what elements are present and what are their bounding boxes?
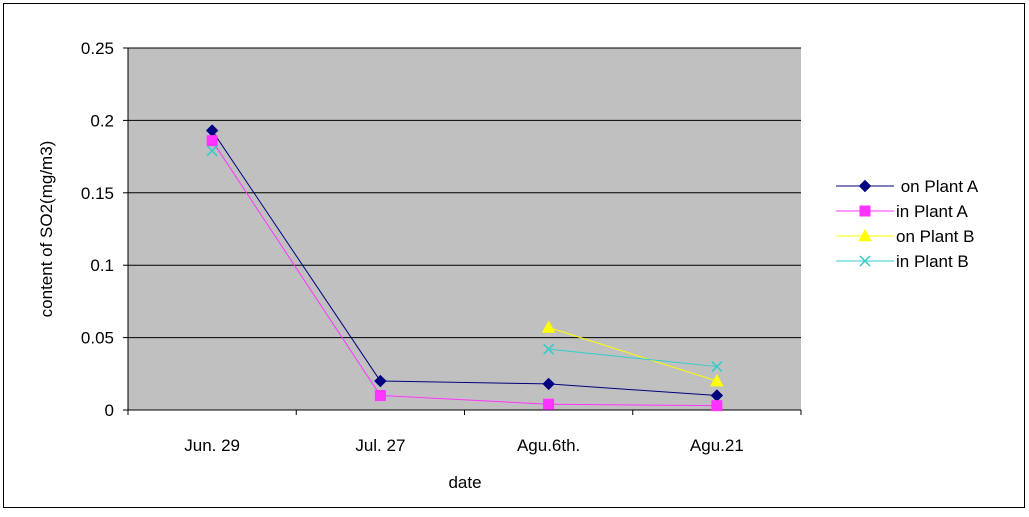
legend-marker	[858, 228, 872, 242]
series-layer	[205, 124, 724, 412]
legend-label: on Plant A	[896, 177, 979, 196]
data-point	[711, 361, 723, 373]
plot-area	[128, 48, 801, 410]
y-tick-label: 0.25	[81, 39, 114, 58]
y-tick-label: 0.2	[90, 111, 114, 130]
legend-item: on Plant B	[836, 227, 974, 246]
legend-item: in Plant A	[836, 202, 968, 221]
legend-marker	[859, 255, 871, 267]
gridlines	[128, 47, 801, 339]
series-line-segment	[548, 326, 718, 382]
y-tick-label: 0	[105, 401, 114, 420]
series-3	[541, 320, 724, 387]
series-line-segment	[548, 348, 717, 368]
series-line-segment	[380, 395, 549, 405]
series-line-segment	[548, 383, 717, 397]
y-axis-ticks: 0 0.05 0.1 0.15 0.2 0.25	[81, 39, 128, 420]
legend-item: on Plant A	[836, 177, 979, 196]
series-1	[205, 124, 724, 402]
y-tick-label: 0.05	[81, 329, 114, 348]
x-tick-label: Agu.6th.	[517, 436, 580, 455]
series-line-segment	[211, 130, 381, 382]
x-tick-label: Jun. 29	[184, 436, 240, 455]
legend-marker	[858, 179, 872, 193]
x-tick-label: Jul. 27	[355, 436, 405, 455]
x-axis-label: date	[448, 473, 481, 492]
series-line-segment	[548, 403, 717, 407]
data-point	[543, 343, 555, 355]
data-point	[374, 374, 387, 388]
data-point	[711, 400, 723, 412]
y-tick-label: 0.1	[90, 256, 114, 275]
series-4	[206, 145, 723, 373]
data-point	[374, 390, 386, 402]
data-point	[542, 377, 555, 391]
x-axis-ticks: Jun. 29 Jul. 27 Agu.6th. Agu.21	[127, 410, 802, 455]
y-tick-label: 0.15	[81, 184, 114, 203]
series-2	[206, 135, 723, 412]
series-line-segment	[211, 140, 381, 396]
legend-label: on Plant B	[896, 227, 974, 246]
legend-marker	[859, 205, 871, 217]
x-tick-label: Agu.21	[690, 436, 744, 455]
data-point	[543, 398, 555, 410]
legend: on Plant A in Plant A on Plant B in Plant B	[836, 177, 979, 271]
legend-label: in Plant B	[896, 252, 969, 271]
legend-item: in Plant B	[836, 252, 969, 271]
data-point	[206, 145, 218, 157]
series-line-segment	[380, 380, 549, 385]
data-point	[206, 135, 218, 147]
y-axis-label: content of SO2(mg/m3)	[37, 141, 56, 318]
data-point	[710, 374, 724, 387]
legend-label: in Plant A	[896, 202, 968, 221]
data-point	[541, 320, 556, 333]
